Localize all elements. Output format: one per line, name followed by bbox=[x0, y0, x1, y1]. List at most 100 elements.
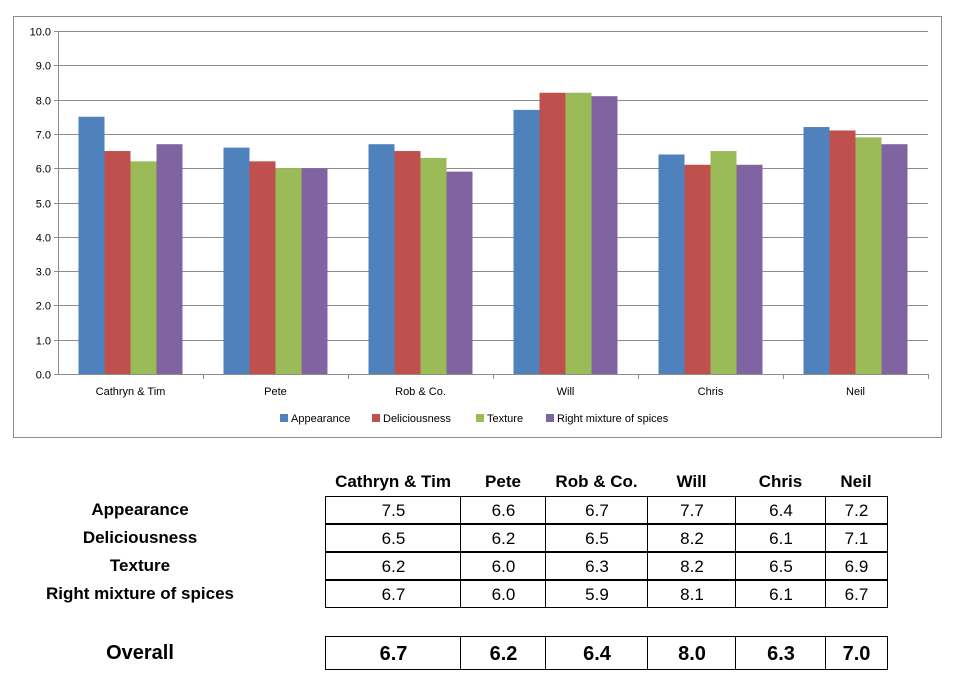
table-row: Right mixture of spices 6.7 6.0 5.9 8.1 6.1 6.… bbox=[20, 580, 900, 608]
table-cell: 6.0 bbox=[460, 552, 547, 580]
table-row: Appearance 7.5 6.6 6.7 7.7 6.4 7.2 bbox=[20, 496, 900, 524]
bar-right-mixture-of-spices-0 bbox=[156, 144, 183, 374]
y-tick-label: 6.0 bbox=[36, 164, 51, 176]
overall-row: Overall 6.7 6.2 6.4 8.0 6.3 7.0 bbox=[20, 636, 900, 670]
table-cell: 5.9 bbox=[545, 580, 649, 608]
table-cell: 6.1 bbox=[735, 524, 827, 552]
x-tick-label: Rob & Co. bbox=[395, 386, 446, 398]
legend-swatch bbox=[546, 414, 554, 422]
bar-deliciousness-2 bbox=[394, 151, 421, 374]
row-label: Appearance bbox=[91, 500, 189, 519]
legend-label: Texture bbox=[487, 413, 523, 425]
table-cell: 6.2 bbox=[325, 552, 462, 580]
table-cell: 7.5 bbox=[325, 496, 462, 524]
table-cell: 6.7 bbox=[825, 580, 888, 608]
table-cell: 6.7 bbox=[325, 580, 462, 608]
bar-appearance-0 bbox=[78, 116, 105, 374]
table-cell: 6.7 bbox=[545, 496, 649, 524]
table-cell: 7.0 bbox=[825, 636, 888, 670]
table-cell: 6.4 bbox=[735, 496, 827, 524]
y-tick-label: 10.0 bbox=[30, 27, 51, 39]
legend-item-0: Appearance bbox=[280, 413, 350, 425]
bar-right-mixture-of-spices-1 bbox=[301, 168, 328, 374]
column-header: Neil bbox=[840, 472, 872, 491]
bar-deliciousness-4 bbox=[684, 164, 711, 374]
bar-right-mixture-of-spices-2 bbox=[446, 171, 473, 374]
table-cell: 6.5 bbox=[325, 524, 462, 552]
table-cell: 6.2 bbox=[460, 524, 547, 552]
table-cell: 8.1 bbox=[647, 580, 737, 608]
table-cell: 7.1 bbox=[825, 524, 888, 552]
bar-chart: 0.0 1.0 2.0 3.0 4.0 5.0 6.0 7.0 8.0 9.0 10.0 Cathry… bbox=[30, 27, 929, 425]
bar-right-mixture-of-spices-3 bbox=[591, 96, 618, 375]
y-tick-label: 3.0 bbox=[36, 267, 51, 279]
column-header: Cathryn & Tim bbox=[335, 472, 451, 491]
row-label: Overall bbox=[106, 642, 174, 664]
y-tick-label: 2.0 bbox=[36, 301, 51, 313]
legend-item-3: Right mixture of spices bbox=[546, 413, 669, 425]
bar-texture-4 bbox=[710, 151, 737, 374]
table-cell: 8.2 bbox=[647, 552, 737, 580]
table-cell: 6.9 bbox=[825, 552, 888, 580]
legend-swatch bbox=[476, 414, 484, 422]
row-label: Right mixture of spices bbox=[46, 584, 234, 603]
table-row: Deliciousness 6.5 6.2 6.5 8.2 6.1 7.1 bbox=[20, 524, 900, 552]
column-header: Will bbox=[676, 472, 707, 491]
table-cell: 6.2 bbox=[460, 636, 547, 670]
bar-deliciousness-3 bbox=[539, 92, 566, 375]
row-label: Deliciousness bbox=[82, 528, 198, 547]
legend-item-1: Deliciousness bbox=[372, 413, 451, 425]
y-tick-label: 4.0 bbox=[36, 233, 51, 245]
y-tick-label: 5.0 bbox=[36, 199, 51, 211]
legend-item-2: Texture bbox=[476, 413, 523, 425]
table-cell: 7.7 bbox=[647, 496, 737, 524]
table-cell: 6.6 bbox=[460, 496, 547, 524]
x-tick-label: Will bbox=[557, 386, 575, 398]
bar-texture-5 bbox=[855, 137, 882, 374]
chart-frame: 0.0 1.0 2.0 3.0 4.0 5.0 6.0 7.0 8.0 9.0 10.0 Cathry… bbox=[13, 16, 942, 438]
bar-deliciousness-1 bbox=[249, 161, 276, 374]
bar-texture-3 bbox=[565, 92, 592, 375]
bar-deliciousness-0 bbox=[104, 151, 131, 374]
table-cell: 7.2 bbox=[825, 496, 888, 524]
table-cell: 6.7 bbox=[325, 636, 462, 670]
table-cell: 6.4 bbox=[545, 636, 649, 670]
y-tick-label: 7.0 bbox=[36, 130, 51, 142]
x-tick-label: Cathryn & Tim bbox=[96, 386, 166, 398]
legend-label: Deliciousness bbox=[383, 413, 451, 425]
table-cell: 6.1 bbox=[735, 580, 827, 608]
x-tick-label: Pete bbox=[264, 386, 287, 398]
table-cell: 6.5 bbox=[545, 524, 649, 552]
bar-texture-0 bbox=[130, 161, 157, 374]
legend-label: Appearance bbox=[291, 413, 350, 425]
y-tick-label: 0.0 bbox=[36, 370, 51, 382]
y-tick-label: 9.0 bbox=[36, 61, 51, 73]
bar-right-mixture-of-spices-5 bbox=[881, 144, 908, 374]
legend-swatch bbox=[372, 414, 380, 422]
table-cell: 8.2 bbox=[647, 524, 737, 552]
row-label: Texture bbox=[109, 556, 171, 575]
x-tick-label: Neil bbox=[846, 386, 865, 398]
x-tick-label: Chris bbox=[698, 386, 724, 398]
table-cell: 6.5 bbox=[735, 552, 827, 580]
bar-appearance-3 bbox=[513, 109, 540, 374]
bar-right-mixture-of-spices-4 bbox=[736, 164, 763, 374]
y-tick-label: 1.0 bbox=[36, 336, 51, 348]
bar-appearance-2 bbox=[368, 144, 395, 374]
bar-deliciousness-5 bbox=[829, 130, 856, 374]
column-header: Chris bbox=[758, 472, 803, 491]
bar-texture-2 bbox=[420, 157, 447, 374]
y-tick-label: 8.0 bbox=[36, 96, 51, 108]
bar-appearance-5 bbox=[803, 127, 830, 374]
table-cell: 8.0 bbox=[647, 636, 737, 670]
bar-appearance-4 bbox=[658, 154, 685, 374]
bar-texture-1 bbox=[275, 168, 302, 374]
legend-label: Right mixture of spices bbox=[557, 413, 669, 425]
column-header: Rob & Co. bbox=[555, 472, 638, 491]
column-header: Pete bbox=[485, 472, 521, 491]
table-header-row: Cathryn & Tim Pete Rob & Co. Will Chris Neil bbox=[20, 468, 900, 496]
legend-swatch bbox=[280, 414, 288, 422]
table-cell: 6.3 bbox=[735, 636, 827, 670]
bar-appearance-1 bbox=[223, 147, 250, 374]
table-cell: 6.0 bbox=[460, 580, 547, 608]
